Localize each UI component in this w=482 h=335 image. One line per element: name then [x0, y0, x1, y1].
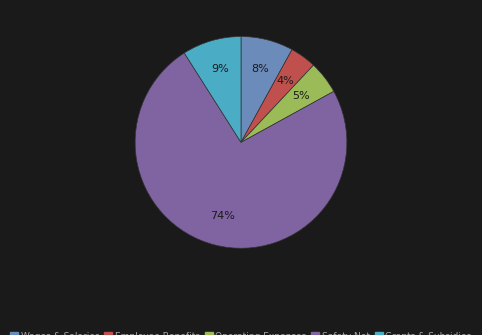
Wedge shape: [241, 37, 292, 142]
Legend: Wages & Salaries, Employee Benefits, Operating Expenses, Safety Net, Grants & Su: Wages & Salaries, Employee Benefits, Ope…: [7, 328, 475, 335]
Text: 8%: 8%: [251, 64, 269, 74]
Wedge shape: [135, 53, 347, 248]
Text: 5%: 5%: [293, 91, 310, 100]
Text: 74%: 74%: [210, 211, 234, 221]
Text: 4%: 4%: [277, 76, 295, 86]
Text: 9%: 9%: [211, 64, 228, 74]
Wedge shape: [241, 65, 334, 142]
Wedge shape: [241, 50, 313, 142]
Wedge shape: [184, 37, 241, 142]
